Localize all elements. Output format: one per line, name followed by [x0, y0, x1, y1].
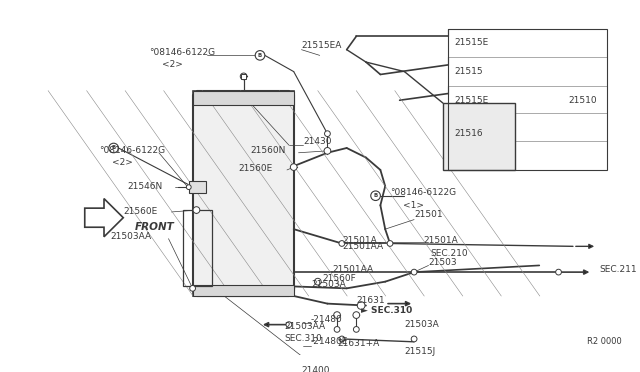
Text: 21515E: 21515E — [454, 96, 489, 105]
FancyBboxPatch shape — [189, 182, 206, 193]
Text: SEC.211: SEC.211 — [599, 265, 637, 274]
Text: 21515: 21515 — [454, 67, 483, 76]
Circle shape — [186, 185, 191, 189]
Circle shape — [357, 302, 365, 310]
Circle shape — [291, 164, 297, 170]
Bar — [193, 285, 294, 296]
Circle shape — [334, 327, 340, 332]
Text: 21501AA: 21501AA — [342, 242, 383, 251]
Text: -21480E: -21480E — [311, 337, 348, 346]
Text: SEC.310: SEC.310 — [284, 334, 322, 343]
Circle shape — [333, 312, 340, 318]
Text: <1>: <1> — [403, 201, 424, 210]
Bar — [448, 29, 607, 170]
Bar — [183, 210, 212, 286]
Circle shape — [109, 143, 118, 153]
Circle shape — [240, 73, 247, 80]
Text: B: B — [111, 145, 116, 151]
Text: <2>: <2> — [112, 158, 132, 167]
Circle shape — [314, 278, 321, 285]
Text: <2>: <2> — [162, 60, 182, 70]
Text: 21430: 21430 — [303, 137, 332, 146]
Bar — [193, 91, 294, 105]
Text: °08146-6122G: °08146-6122G — [149, 48, 216, 57]
Circle shape — [353, 327, 359, 332]
Circle shape — [193, 207, 200, 214]
Circle shape — [556, 269, 561, 275]
Text: 21503: 21503 — [429, 258, 457, 267]
Text: -21480: -21480 — [311, 315, 343, 324]
Text: 21516: 21516 — [454, 129, 483, 138]
Polygon shape — [84, 199, 124, 237]
Text: 21400: 21400 — [301, 366, 330, 372]
Bar — [193, 91, 294, 296]
Text: R2 0000: R2 0000 — [588, 337, 622, 346]
Bar — [193, 91, 294, 296]
Text: 21501A: 21501A — [424, 236, 458, 245]
Bar — [443, 103, 515, 170]
Text: 21560N: 21560N — [250, 146, 285, 155]
Circle shape — [412, 336, 417, 342]
Text: 21515E: 21515E — [454, 38, 489, 48]
Text: 21515J: 21515J — [404, 347, 436, 356]
Circle shape — [387, 241, 393, 246]
Text: 21503A: 21503A — [311, 280, 346, 289]
Text: B: B — [374, 193, 378, 198]
Text: FRONT: FRONT — [135, 222, 175, 232]
Text: 21503A: 21503A — [404, 320, 439, 329]
Text: °08146-6122G: °08146-6122G — [99, 146, 165, 155]
Text: 21501: 21501 — [414, 210, 443, 219]
Text: SEC.210: SEC.210 — [431, 248, 468, 257]
Circle shape — [189, 285, 195, 291]
Text: B: B — [258, 53, 262, 58]
Text: °08146-6122G: °08146-6122G — [390, 188, 456, 198]
Circle shape — [324, 131, 330, 137]
Bar — [241, 74, 246, 79]
Circle shape — [255, 51, 265, 60]
Text: 21501AA: 21501AA — [332, 265, 373, 274]
Circle shape — [339, 336, 345, 342]
Text: 21631: 21631 — [356, 296, 385, 305]
Text: 21515EA: 21515EA — [301, 41, 342, 50]
Text: 21503AA: 21503AA — [111, 232, 152, 241]
Text: 21503AA: 21503AA — [284, 322, 325, 331]
Text: 21546N: 21546N — [127, 182, 163, 191]
Circle shape — [371, 191, 380, 201]
Text: ► SEC.310: ► SEC.310 — [361, 306, 412, 315]
Circle shape — [286, 322, 292, 327]
Text: 21560E: 21560E — [124, 208, 157, 217]
Circle shape — [412, 269, 417, 275]
Circle shape — [353, 312, 360, 318]
Text: 21501A: 21501A — [342, 236, 376, 245]
Circle shape — [324, 148, 331, 154]
Text: 21560F: 21560F — [323, 274, 356, 283]
Circle shape — [339, 241, 345, 246]
Text: 21510: 21510 — [568, 96, 596, 105]
Text: 21560E: 21560E — [239, 164, 273, 173]
Text: 21631+A: 21631+A — [337, 339, 380, 348]
